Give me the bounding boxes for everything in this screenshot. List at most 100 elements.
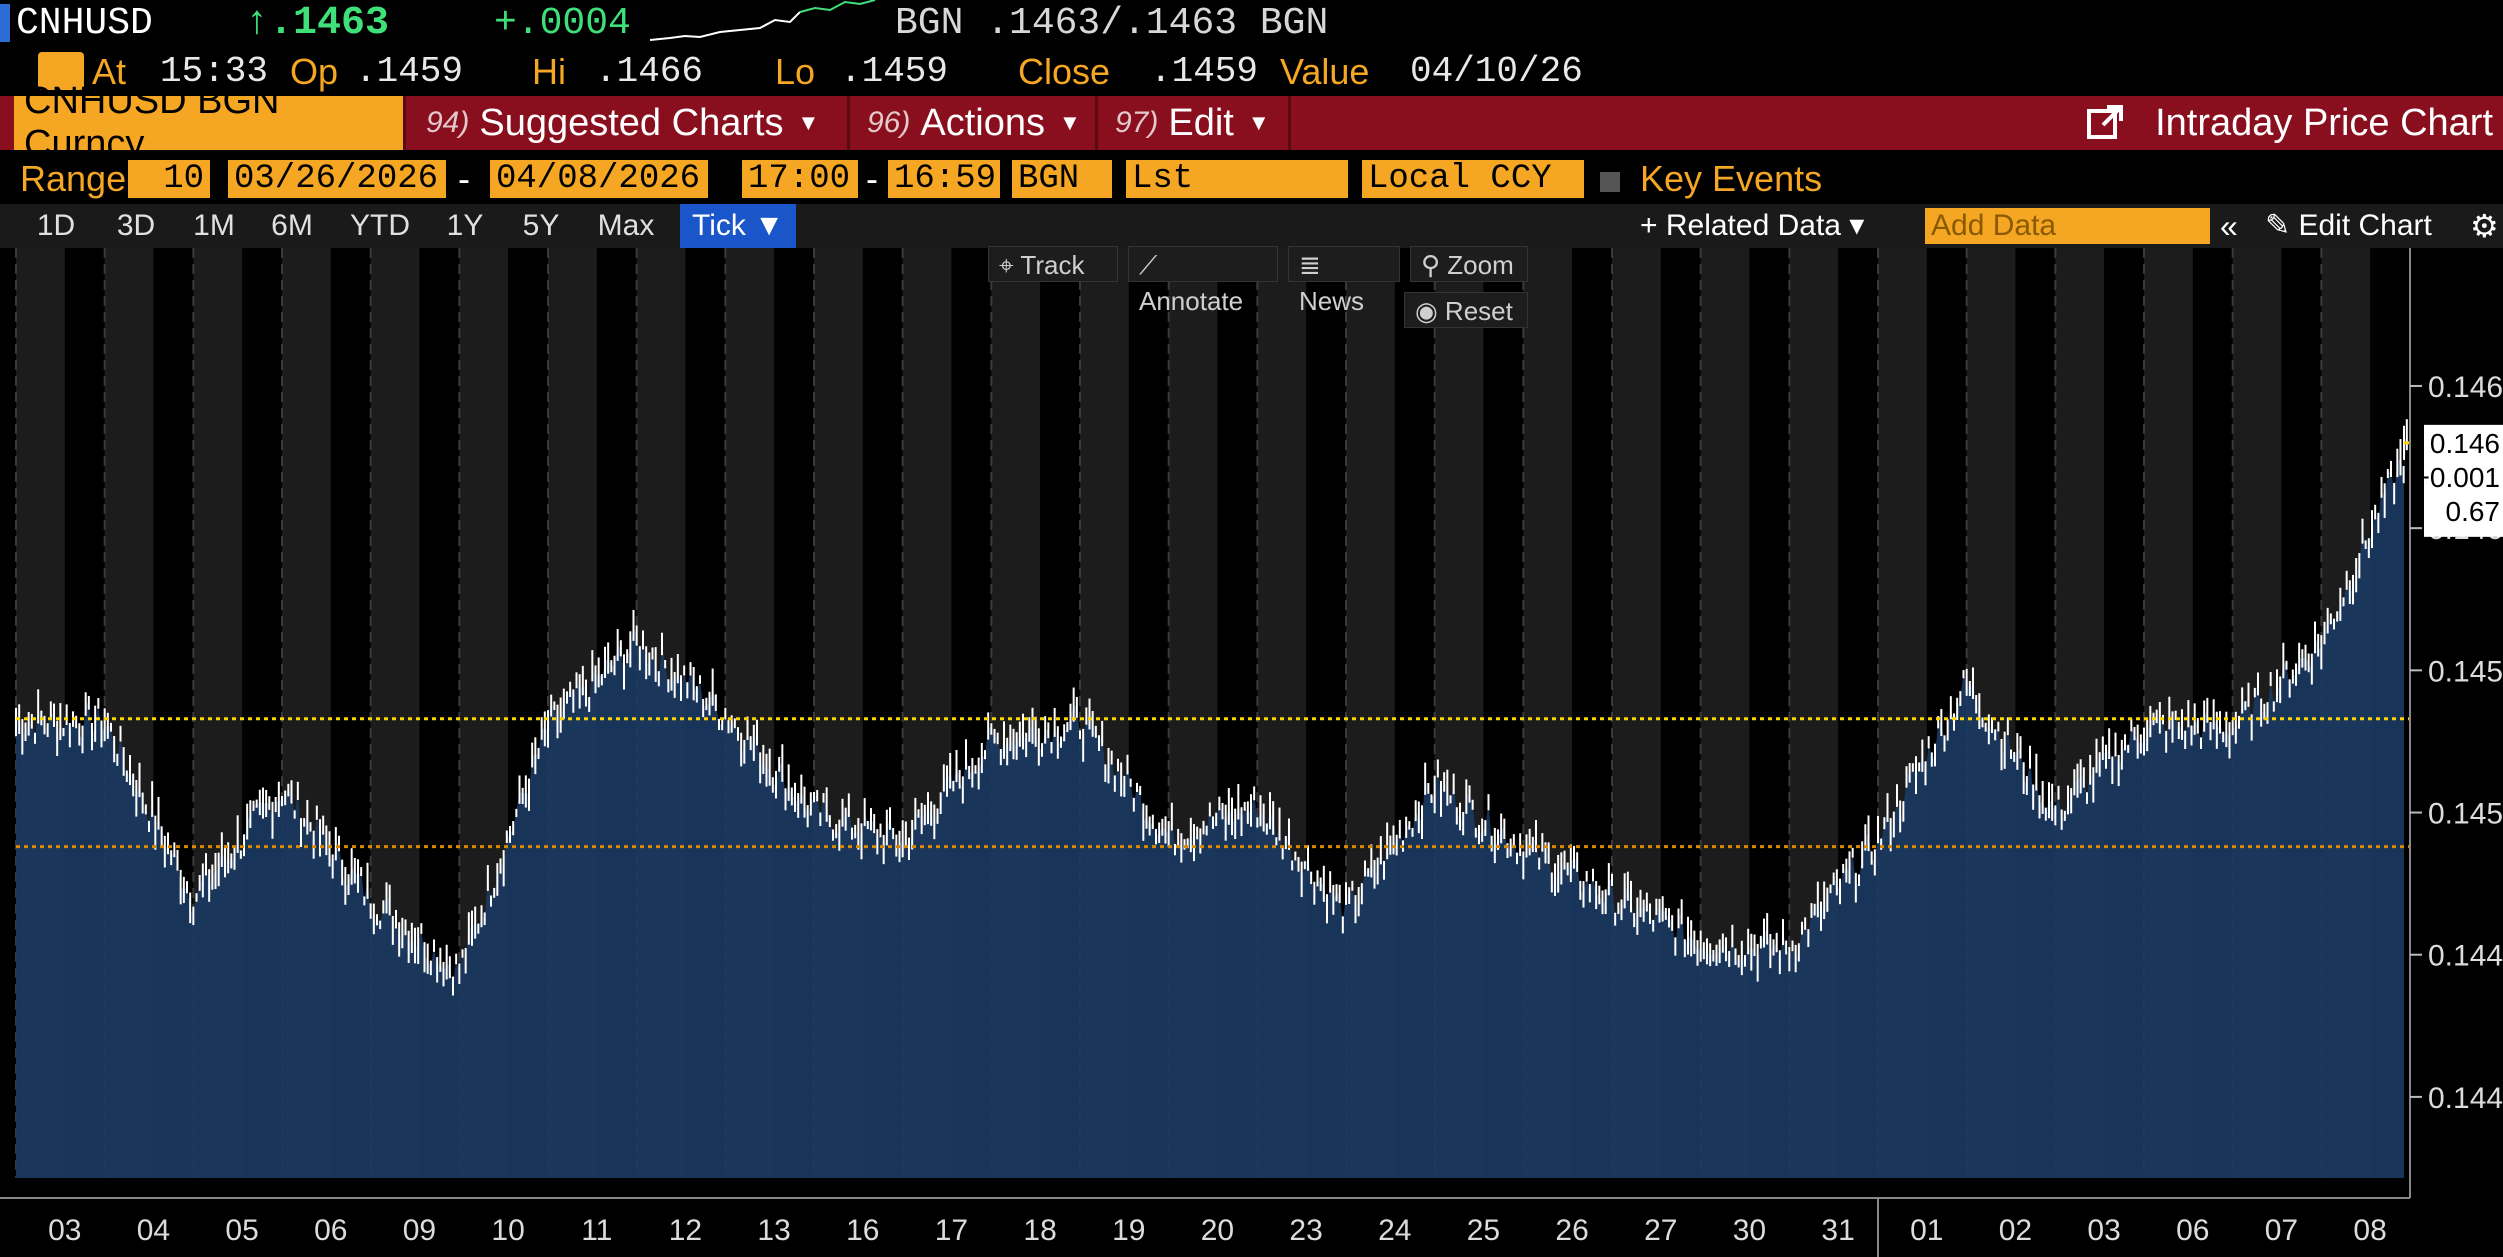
last-value-line: +0.001	[2414, 462, 2500, 493]
x-tick-label: 27	[1644, 1214, 1677, 1247]
tab-1m[interactable]: 1M	[193, 209, 235, 242]
source-field[interactable]: BGN	[1012, 160, 1112, 198]
tab-1y[interactable]: 1Y	[446, 209, 484, 242]
x-tick-label: 01	[1910, 1214, 1943, 1247]
menu-number: 96)	[867, 106, 911, 139]
currency-selector[interactable]: Local CCY	[1362, 160, 1584, 198]
range-bar: Range 10 03/26/2026 - 04/08/2026 17:00 -…	[0, 156, 2503, 237]
x-tick-label: 13	[757, 1214, 790, 1247]
security-marker	[0, 4, 10, 42]
x-tick-label: 10	[491, 1214, 524, 1247]
at-value: 15:33	[160, 51, 269, 92]
x-tick-label: 03	[2087, 1214, 2120, 1247]
tab-3d[interactable]: 3D	[116, 209, 156, 242]
add-data-input[interactable]: Add Data	[1925, 208, 2210, 244]
key-events-label: Key Events	[1640, 158, 1823, 199]
period-tabs: 1D 3D 1M 6M YTD 1Y 5Y Max Tick ▼ + Relat…	[0, 204, 2503, 248]
time-dash: -	[866, 158, 878, 199]
key-events-checkbox[interactable]	[1600, 172, 1620, 192]
security-label: CNHUSD BGN Curncy	[24, 80, 280, 165]
low-label: Lo	[775, 51, 816, 92]
tab-1d[interactable]: 1D	[36, 209, 76, 242]
edit-chart-button[interactable]: ✎ Edit Chart	[2265, 209, 2432, 242]
x-tick-label: 30	[1733, 1214, 1766, 1247]
reset-tool[interactable]: ◉ Reset	[1404, 292, 1528, 328]
annotate-label: Annotate	[1139, 286, 1244, 316]
price-chart[interactable]: 0.14400.14450.14500.14550.14600.14650.14…	[0, 248, 2503, 1257]
security-symbol[interactable]: CNHUSD	[16, 2, 153, 45]
gear-icon[interactable]: ⚙	[2470, 208, 2499, 244]
tab-6m[interactable]: 6M	[271, 209, 313, 242]
x-tick-label: 09	[403, 1214, 436, 1247]
zoom-label: Zoom	[1447, 250, 1514, 280]
range-dash: -	[458, 158, 470, 199]
tab-max[interactable]: Max	[597, 209, 655, 242]
stats-bar: At 15:33 Op .1459 Hi .1466 Lo .1459 Clos…	[0, 48, 2503, 94]
menu-bar: CNHUSD BGN Curncy 94) Suggested Charts ▼…	[0, 80, 2503, 165]
last-value-line: 0.146	[2430, 428, 2500, 459]
bid-ask: BGN .1463/.1463 BGN	[895, 2, 1329, 45]
start-date-field[interactable]: 03/26/2026	[228, 160, 446, 198]
at-label: At	[92, 51, 127, 92]
x-tick-label: 12	[669, 1214, 702, 1247]
x-tick-label: 06	[2176, 1214, 2209, 1247]
related-data-button[interactable]: + Related Data ▾	[1640, 209, 1865, 242]
news-tool[interactable]: ≣ News	[1288, 246, 1400, 316]
track-tool[interactable]: ⌖ Track	[988, 246, 1118, 282]
last-value-line: 0.67	[2446, 496, 2501, 527]
tab-tick[interactable]: Tick ▼	[680, 204, 796, 248]
chevron-down-icon: ▼	[1058, 110, 1081, 135]
quote-bar: CNHUSD ↑.1463 +.0004 BGN .1463/.1463 BGN	[0, 0, 2503, 46]
y-tick-label: 0.1465	[2428, 371, 2503, 404]
news-label: News	[1299, 286, 1365, 316]
reset-label: Reset	[1444, 296, 1513, 326]
security-field[interactable]: CNHUSD BGN Curncy	[14, 80, 406, 165]
suggested-charts-menu[interactable]: 94) Suggested Charts ▼	[412, 96, 850, 150]
range-label: Range	[20, 158, 127, 199]
close-label: Close	[1018, 51, 1111, 92]
sparkline	[650, 0, 876, 41]
x-tick-label: 17	[935, 1214, 968, 1247]
y-tick-label: 0.1445	[2428, 940, 2503, 973]
x-tick-label: 26	[1555, 1214, 1588, 1247]
external-link-icon	[2087, 105, 2124, 139]
x-tick-label: 19	[1112, 1214, 1145, 1247]
suggested-charts-label: Suggested Charts	[479, 101, 784, 144]
chart-title[interactable]: Intraday Price Chart	[2085, 96, 2493, 150]
x-tick-label: 06	[314, 1214, 347, 1247]
menu-number: 97)	[1115, 106, 1159, 139]
actions-menu[interactable]: 96) Actions ▼	[853, 96, 1098, 150]
price-area	[16, 434, 2407, 1178]
chevron-down-icon: ▼	[1247, 110, 1270, 135]
x-tick-label: 08	[2353, 1214, 2386, 1247]
track-label: Track	[1020, 250, 1085, 280]
low-value: .1459	[840, 51, 949, 92]
open-label: Op	[290, 51, 339, 92]
zoom-tool[interactable]: ⚲ Zoom	[1410, 246, 1528, 282]
field-selector[interactable]: Lst Trd/Lst P:	[1126, 160, 1348, 236]
x-tick-label: 04	[137, 1214, 170, 1247]
x-tick-label: 23	[1289, 1214, 1322, 1247]
edit-menu[interactable]: 97) Edit ▼	[1101, 96, 1291, 150]
x-tick-label: 18	[1023, 1214, 1056, 1247]
annotate-tool[interactable]: ⟋ Annotate	[1128, 246, 1278, 316]
start-time-field[interactable]: 17:00	[742, 160, 858, 198]
close-value: .1459	[1150, 51, 1259, 92]
last-price: ↑.1463	[245, 1, 390, 46]
collapse-icon[interactable]: «	[2220, 208, 2238, 244]
edit-chart-label: Edit Chart	[2298, 209, 2432, 242]
last-value-bg	[2424, 424, 2503, 537]
edit-label: Edit	[1168, 101, 1234, 144]
actions-label: Actions	[920, 101, 1045, 144]
range-days-field[interactable]: 10	[128, 160, 210, 198]
x-tick-label: 16	[846, 1214, 879, 1247]
end-time-field[interactable]: 16:59	[888, 160, 1000, 198]
x-tick-label: 03	[48, 1214, 81, 1247]
tab-5y[interactable]: 5Y	[522, 209, 560, 242]
tab-ytd[interactable]: YTD	[350, 209, 410, 242]
open-value: .1459	[355, 51, 464, 92]
end-date-field[interactable]: 04/08/2026	[490, 160, 708, 198]
